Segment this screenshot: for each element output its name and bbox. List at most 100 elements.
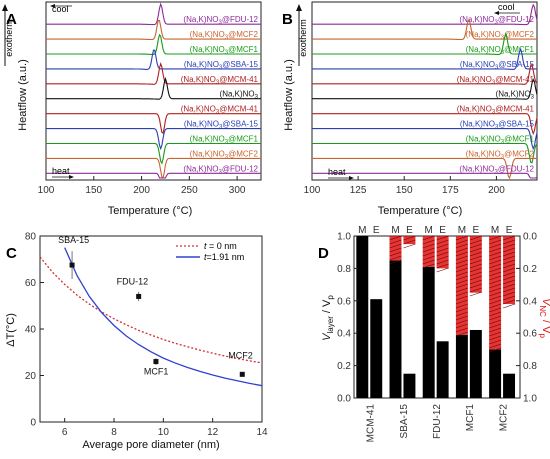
dsc-series-label: (Na,K)NO3 xyxy=(496,90,535,101)
bar-series-label: E xyxy=(473,225,480,236)
nc-bar-hatch xyxy=(455,251,468,257)
nc-bar-hatch xyxy=(436,263,449,269)
dsc-series-label: (Na,K)NO3@FDU-12 xyxy=(459,164,534,175)
layer-bar xyxy=(503,373,516,398)
nc-bar-hatch xyxy=(502,279,516,285)
nc-bar-hatch xyxy=(389,251,402,257)
nc-bar-hatch xyxy=(422,247,435,253)
ytick-left-label: 0.6 xyxy=(337,296,351,307)
panel-c: C 6 8 10 12 14 0 20 40 60 80 SBA-15 FDU-12 MCF1 MCF2… xyxy=(5,232,268,452)
nc-bar-hatch xyxy=(436,251,449,257)
nc-bar-hatch xyxy=(502,235,516,241)
panel-a-exotherm-arrowhead xyxy=(2,4,8,11)
panel-letter-a: A xyxy=(6,11,17,28)
nc-bar-hatch xyxy=(469,287,482,293)
layer-bar xyxy=(422,266,435,398)
ytick-left-label: 0.8 xyxy=(337,264,351,275)
nc-bar xyxy=(469,236,482,293)
nc-bar-hatch xyxy=(502,247,516,253)
category-label: FDU-12 xyxy=(432,404,443,439)
dsc-curve xyxy=(46,62,261,85)
legend-label-t191: t=1.91 nm xyxy=(204,252,244,262)
xtick-label: 150 xyxy=(396,185,413,196)
nc-bar-hatch xyxy=(469,239,482,245)
dsc-series-label: (Na,K)NO3 xyxy=(220,90,259,101)
nc-bar-hatch xyxy=(469,267,482,273)
nc-bar-hatch xyxy=(422,255,435,261)
bar-series-label: M xyxy=(491,225,499,236)
category-label: MCF2 xyxy=(498,404,509,432)
dsc-curve xyxy=(312,63,538,85)
nc-bar-hatch xyxy=(489,259,502,265)
ytick-label: 80 xyxy=(25,232,37,243)
panel-b-cool-label: cool xyxy=(498,2,515,12)
dsc-curve xyxy=(312,113,538,136)
panel-c-xlabel: Average pore diameter (nm) xyxy=(82,439,219,451)
panel-letter-d: D xyxy=(318,245,329,262)
panel-a-heat-arrowhead xyxy=(69,175,74,179)
nc-bar-hatch xyxy=(489,247,502,253)
panel-d-ticks: 0.0 0.2 0.4 0.6 0.8 1.0 0.0 0.2 0.4 0.6 0.8 1.0 MCM-… xyxy=(337,232,537,443)
bar-series-label: E xyxy=(373,225,380,236)
panel-a-exotherm-label: exotherm xyxy=(4,19,14,57)
layer-bar xyxy=(489,349,502,398)
ytick-right-label: 0.8 xyxy=(523,361,537,372)
dsc-series-label: (Na,K)NO3@SBA-15 xyxy=(184,120,259,131)
xtick-label: 8 xyxy=(111,427,117,438)
xtick-label: 250 xyxy=(181,185,198,196)
nc-bar-hatch xyxy=(455,323,468,329)
layer-bar xyxy=(389,260,402,398)
dsc-curve xyxy=(46,33,261,55)
dsc-curve xyxy=(46,142,261,165)
ytick-label: 60 xyxy=(25,278,37,289)
panel-b-exotherm-arrowhead xyxy=(296,4,302,11)
nc-bar-hatch xyxy=(422,263,435,269)
nc-bar-hatch xyxy=(422,259,435,265)
xtick-label: 100 xyxy=(304,185,321,196)
dsc-series-label: (Na,K)NO3@MCF2 xyxy=(190,30,259,41)
dsc-curve xyxy=(312,3,538,26)
panel-a-ylabel: Heatflow (a.u.) xyxy=(17,59,29,131)
nc-bar-hatch xyxy=(436,255,449,261)
nc-bar-hatch xyxy=(389,235,402,241)
nc-bar-hatch xyxy=(469,243,482,249)
bar-series-label: E xyxy=(406,225,413,236)
nc-bar-hatch xyxy=(455,283,468,289)
panel-b-heat-arrowhead xyxy=(349,176,354,180)
dsc-curve xyxy=(46,2,261,26)
nc-bar-hatch xyxy=(489,307,502,313)
nc-bar-hatch xyxy=(455,275,468,281)
panel-b-heat-label: heat xyxy=(328,167,346,177)
nc-bar-hatch xyxy=(489,339,502,345)
dsc-curve xyxy=(46,49,261,70)
nc-bar-hatch xyxy=(469,235,482,241)
panel-b-xticks: 100 125 150 175 200 xyxy=(304,176,505,196)
panel-letter-c: C xyxy=(6,245,17,262)
nc-bar-hatch xyxy=(489,315,502,321)
nc-bar-hatch xyxy=(422,251,435,257)
dsc-series-label: (Na,K)NO3@SBA-15 xyxy=(460,60,535,71)
nc-bar-hatch xyxy=(455,263,468,269)
dsc-curve xyxy=(46,19,261,41)
nc-bar-hatch xyxy=(502,267,516,273)
panel-a-cool-label: cool xyxy=(52,4,69,14)
ytick-right-label: 0.0 xyxy=(523,232,537,243)
dsc-series-label: (Na,K)NO3@MCF1 xyxy=(466,45,535,56)
dsc-curve xyxy=(46,172,261,179)
panel-b-xlabel: Temperature (°C) xyxy=(378,205,462,217)
nc-bar-hatch xyxy=(455,299,468,305)
xtick-label: 10 xyxy=(158,427,170,438)
dsc-curve xyxy=(312,172,538,179)
nc-bar-hatch xyxy=(489,235,502,241)
panel-a-frame xyxy=(45,1,262,181)
nc-bar-hatch xyxy=(455,327,468,333)
nc-bar-hatch xyxy=(455,267,468,273)
nc-bar xyxy=(455,236,468,335)
nc-bar-hatch xyxy=(469,255,482,261)
bar-series-label: E xyxy=(439,225,446,236)
panel-a-heat-label: heat xyxy=(52,166,70,176)
data-point xyxy=(136,293,142,299)
layer-bar xyxy=(455,334,468,398)
